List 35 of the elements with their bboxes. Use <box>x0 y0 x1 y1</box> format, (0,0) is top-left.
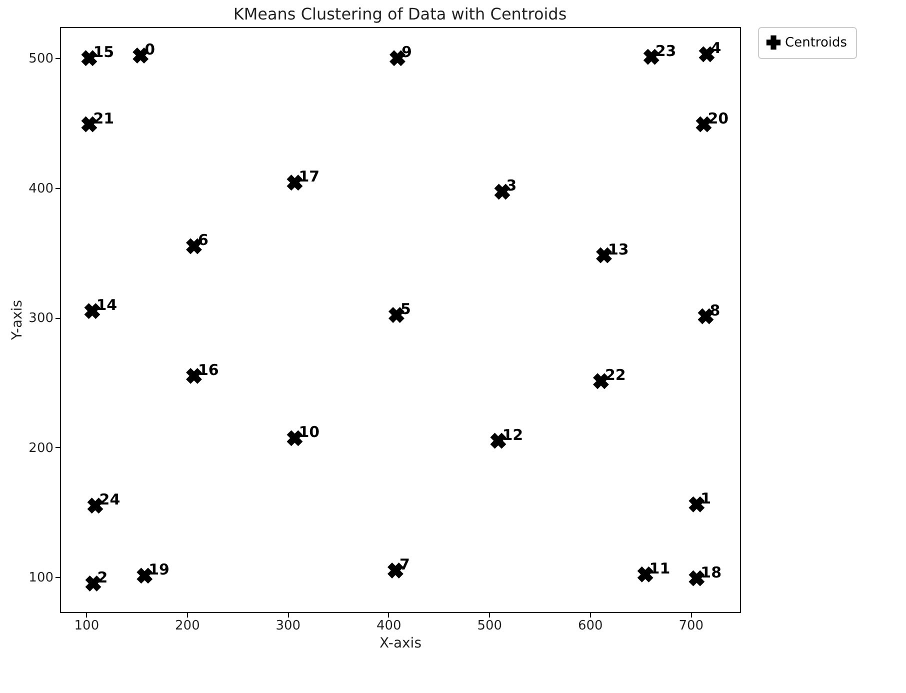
x-tick-label: 600 <box>578 618 603 634</box>
chart-title: KMeans Clustering of Data with Centroids <box>233 4 567 24</box>
x-tick-label: 700 <box>678 618 704 634</box>
y-axis-title: Y-axis <box>10 300 26 341</box>
y-tick-label: 200 <box>28 440 54 456</box>
annotation: 12 <box>502 426 524 444</box>
annotation: 19 <box>148 560 170 579</box>
x-axis-title: X-axis <box>380 636 422 652</box>
x-tick-label: 200 <box>175 618 200 634</box>
x-tick-label: 500 <box>477 618 502 634</box>
annotation: 14 <box>96 296 118 314</box>
annotation: 24 <box>99 490 120 509</box>
annotation: 23 <box>655 42 676 60</box>
annotation: 20 <box>708 109 729 128</box>
annotation: 13 <box>608 240 629 258</box>
x-tick-label: 100 <box>74 618 100 634</box>
annotation: 10 <box>298 423 320 442</box>
x-tick-label: 300 <box>276 618 301 634</box>
annotation: 16 <box>198 360 219 379</box>
annotation: 5 <box>400 300 411 318</box>
annotation: 17 <box>298 168 320 186</box>
y-tick-label: 400 <box>28 181 54 196</box>
annotation: 9 <box>401 43 412 62</box>
annotation: 21 <box>93 109 114 128</box>
y-tick-label: 100 <box>28 570 54 586</box>
x-tick-label: 400 <box>376 618 402 634</box>
annotation: 11 <box>649 559 670 578</box>
annotation: 15 <box>93 43 114 62</box>
annotation: 22 <box>604 366 626 384</box>
annotation: 18 <box>700 563 722 582</box>
y-tick-label: 300 <box>28 311 54 326</box>
annotation: 7 <box>399 555 410 574</box>
legend-label: Centroids <box>785 36 848 50</box>
y-tick-label: 500 <box>28 52 54 67</box>
annotation: 1 <box>700 489 712 508</box>
